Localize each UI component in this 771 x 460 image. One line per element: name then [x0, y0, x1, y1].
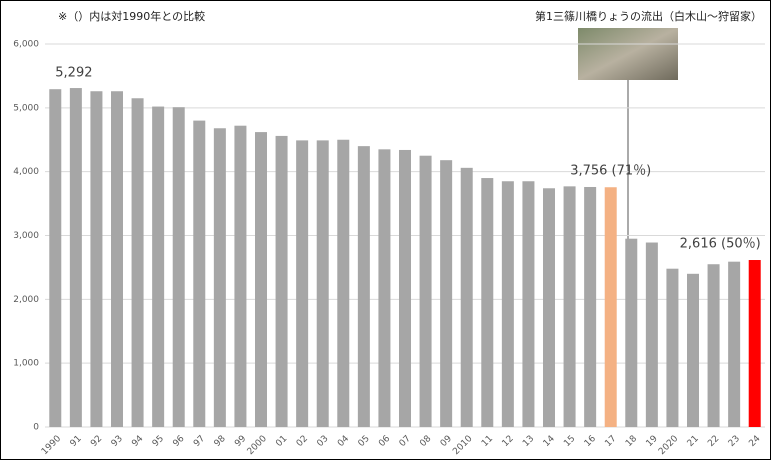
- x-tick-label: 91: [69, 434, 84, 449]
- bar: [543, 188, 555, 427]
- y-tick-label: 0: [33, 423, 39, 433]
- bar: [481, 178, 493, 427]
- y-tick-label: 2,000: [13, 295, 39, 305]
- bar: [420, 156, 432, 427]
- y-tick-label: 6,000: [13, 40, 39, 50]
- x-tick-label: 05: [357, 434, 372, 449]
- x-tick-label: 21: [686, 434, 701, 449]
- bar: [584, 187, 596, 427]
- value-label: 3,756 (71％): [570, 164, 651, 179]
- bar: [296, 140, 308, 427]
- value-label: 2,616 (50％): [680, 237, 761, 252]
- x-tick-label: 04: [336, 434, 351, 449]
- bar: [605, 187, 617, 427]
- bar: [378, 149, 390, 427]
- bar: [502, 181, 514, 427]
- photo: [578, 28, 678, 80]
- x-tick-label: 14: [542, 434, 557, 449]
- bar: [132, 98, 144, 427]
- x-tick-label: 06: [377, 434, 392, 449]
- bar: [90, 91, 102, 427]
- x-tick-label: 17: [603, 434, 618, 449]
- x-tick-label: 93: [110, 434, 125, 449]
- x-tick-label: 19: [645, 434, 660, 449]
- x-tick-label: 96: [171, 434, 186, 449]
- y-tick-label: 4,000: [13, 167, 39, 177]
- x-tick-label: 98: [213, 434, 228, 449]
- bar: [214, 128, 226, 427]
- x-tick-label: 02: [295, 434, 310, 449]
- bar: [564, 186, 576, 427]
- x-tick-label: 97: [192, 434, 207, 449]
- x-tick-label: 22: [706, 434, 721, 449]
- bar: [193, 121, 205, 427]
- bar: [234, 126, 246, 427]
- x-tick-label: 99: [233, 434, 248, 449]
- bar: [317, 140, 329, 427]
- bar: [152, 107, 164, 427]
- bar: [728, 262, 740, 427]
- x-tick-label: 08: [418, 434, 433, 449]
- bar: [666, 269, 678, 427]
- x-tick-label: 18: [624, 434, 639, 449]
- x-tick-label: 2000: [246, 434, 269, 457]
- note: 第1三篠川橋りょうの流出（白木山～狩留家）: [535, 9, 762, 23]
- x-tick-label: 23: [727, 434, 742, 449]
- bar: [399, 150, 411, 427]
- bar: [255, 132, 267, 427]
- x-tick-label: 94: [130, 434, 145, 449]
- value-label: 5,292: [55, 66, 92, 81]
- bar: [522, 181, 534, 427]
- x-tick-label: 2020: [657, 434, 680, 457]
- x-tick-label: 11: [480, 434, 495, 449]
- bar: [70, 88, 82, 427]
- y-tick-label: 3,000: [13, 231, 39, 241]
- x-tick-label: 1990: [40, 434, 63, 457]
- bar: [173, 107, 185, 427]
- x-tick-label: 2010: [451, 434, 474, 457]
- bar: [749, 260, 761, 427]
- x-tick-label: 01: [274, 434, 289, 449]
- note: ※（）内は対1990年との比較: [58, 9, 205, 23]
- bar: [276, 136, 288, 427]
- bar: [687, 274, 699, 427]
- y-tick-label: 5,000: [13, 103, 39, 113]
- bar: [337, 140, 349, 427]
- x-tick-label: 07: [398, 434, 413, 449]
- bar: [461, 168, 473, 427]
- x-tick-label: 09: [439, 434, 454, 449]
- bar: [625, 239, 637, 427]
- chart: ※（）内は対1990年との比較 第1三篠川橋りょうの流出（白木山～狩留家） 01…: [0, 0, 771, 460]
- bar: [358, 146, 370, 427]
- x-tick-label: 15: [562, 434, 577, 449]
- x-tick-label: 92: [89, 434, 104, 449]
- x-tick-label: 13: [521, 434, 536, 449]
- y-tick-label: 1,000: [13, 359, 39, 369]
- x-tick-label: 12: [501, 434, 516, 449]
- bar: [646, 243, 658, 427]
- bar: [708, 264, 720, 427]
- x-tick-label: 24: [747, 434, 762, 449]
- x-tick-label: 16: [583, 434, 598, 449]
- x-tick-label: 95: [151, 434, 166, 449]
- bar: [49, 89, 61, 427]
- bar: [440, 160, 452, 427]
- x-tick-label: 03: [315, 434, 330, 449]
- bar: [111, 91, 123, 427]
